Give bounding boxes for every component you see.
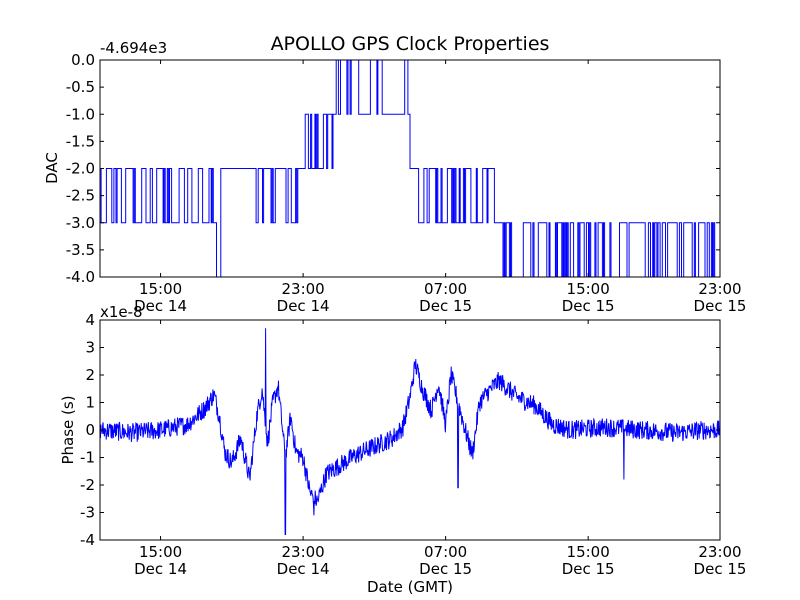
phase-x-tick-date: Dec 15 [419, 560, 472, 578]
chart-title: APOLLO GPS Clock Properties [271, 33, 550, 55]
dac-y-tick-label: -1.0 [66, 105, 95, 123]
dac-y-tick-label: 0.0 [71, 51, 95, 69]
phase-offset-label: x1e-8 [100, 303, 143, 321]
phase-panel: x1e-8 Phase (s) Date (GMT) 4 3 2 1 0 -1 -2 -3 -4… [59, 303, 746, 596]
phase-x-tick-time: 15:00 [139, 543, 182, 561]
phase-x-tick-date: Dec 14 [277, 560, 330, 578]
phase-y-tick-label: -2 [80, 476, 95, 494]
dac-y-tick-label: -0.5 [66, 78, 95, 96]
dac-x-tick-date: Dec 15 [419, 297, 472, 315]
dac-panel: -4.694e3 DAC 0.0 -0.5 -1.0 -1.5 -2.0 -2.5 -3.0… [43, 39, 746, 315]
dac-x-tick-date: Dec 14 [134, 297, 187, 315]
phase-x-tick-time: 23:00 [281, 543, 324, 561]
dac-y-tick-label: -1.5 [66, 132, 95, 150]
dac-x-tick-time: 23:00 [281, 280, 324, 298]
x-axis-label: Date (GMT) [367, 578, 453, 596]
phase-x-tick-date: Dec 14 [134, 560, 187, 578]
dac-x-tick-time: 23:00 [698, 280, 741, 298]
dac-x-tick-time: 15:00 [567, 280, 610, 298]
dac-x-tick-time: 07:00 [424, 280, 467, 298]
phase-y-tick-label: -1 [80, 449, 95, 467]
dac-x-tick-date: Dec 15 [694, 297, 747, 315]
phase-x-tick-time: 07:00 [424, 543, 467, 561]
dac-y-tick-label: -3.5 [66, 241, 95, 259]
dac-y-tick-label: -4.0 [66, 268, 95, 286]
dac-y-axis-label: DAC [43, 152, 61, 184]
dac-x-tick-time: 15:00 [139, 280, 182, 298]
phase-y-axis-label: Phase (s) [59, 395, 77, 464]
phase-y-tick-label: 1 [85, 394, 95, 412]
dac-y-tick-label: -2.0 [66, 160, 95, 178]
phase-y-tick-label: 0 [85, 421, 95, 439]
dac-series-line [100, 59, 720, 278]
phase-series-line [99, 328, 721, 535]
phase-y-tick-label: 2 [85, 366, 95, 384]
phase-x-tick-time: 15:00 [567, 543, 610, 561]
phase-y-tick-label: 4 [85, 311, 95, 329]
dac-offset-label: -4.694e3 [100, 39, 167, 57]
phase-x-tick-date: Dec 15 [694, 560, 747, 578]
phase-y-tick-label: -3 [80, 504, 95, 522]
phase-y-tick-label: -4 [80, 531, 95, 549]
dac-x-tick-date: Dec 14 [277, 297, 330, 315]
dac-y-tick-label: -3.0 [66, 214, 95, 232]
phase-x-tick-date: Dec 15 [562, 560, 615, 578]
dac-y-tick-label: -2.5 [66, 187, 95, 205]
phase-y-tick-label: 3 [85, 339, 95, 357]
phase-x-tick-time: 23:00 [698, 543, 741, 561]
dac-x-tick-date: Dec 15 [562, 297, 615, 315]
